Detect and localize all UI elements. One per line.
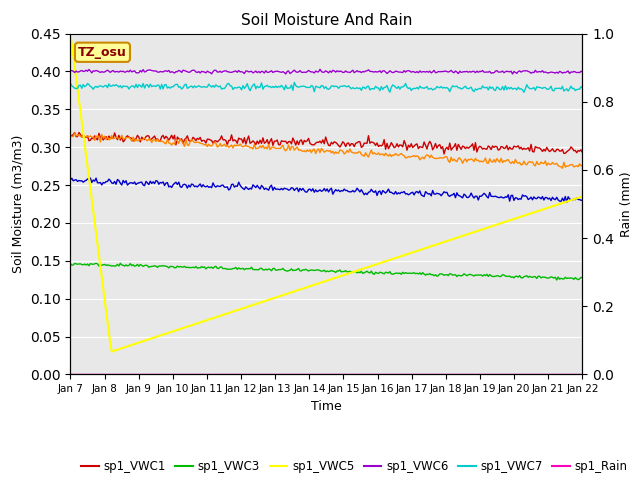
Legend: sp1_VWC1, sp1_VWC2, sp1_VWC3, sp1_VWC4, sp1_VWC5, sp1_VWC6, sp1_VWC7, sp1_Rain: sp1_VWC1, sp1_VWC2, sp1_VWC3, sp1_VWC4, … [76, 455, 632, 480]
Title: Soil Moisture And Rain: Soil Moisture And Rain [241, 13, 412, 28]
X-axis label: Time: Time [311, 400, 342, 413]
Y-axis label: Rain (mm): Rain (mm) [620, 171, 633, 237]
Text: TZ_osu: TZ_osu [78, 46, 127, 59]
Y-axis label: Soil Moisture (m3/m3): Soil Moisture (m3/m3) [12, 135, 24, 273]
